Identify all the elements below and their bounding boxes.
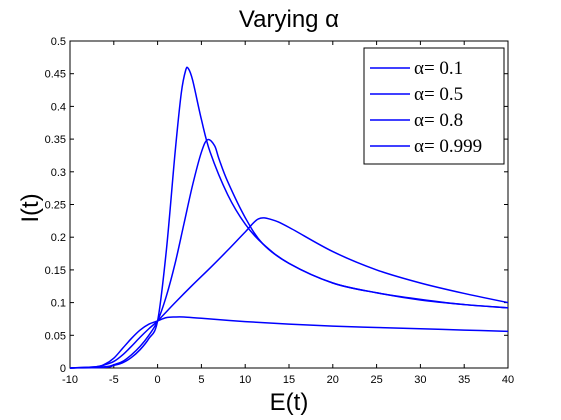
x-tick-label: -10 xyxy=(62,374,78,386)
x-tick-label: -5 xyxy=(109,374,119,386)
x-axis-label: E(t) xyxy=(270,389,309,416)
series-line-4 xyxy=(69,66,509,369)
legend-label-4: α= 0.999 xyxy=(414,136,482,157)
x-tick-label: 10 xyxy=(239,374,251,386)
series-line-2 xyxy=(69,217,509,369)
legend-label-2: α= 0.5 xyxy=(414,84,463,105)
y-axis-label: I(t) xyxy=(17,193,44,222)
y-tick-label: 0.45 xyxy=(45,69,66,81)
y-tick-label: 0.3 xyxy=(51,167,66,179)
x-tick-label: 25 xyxy=(370,374,382,386)
series-lines xyxy=(69,66,509,369)
chart-title: Varying α xyxy=(239,6,339,33)
y-tick-label: 0 xyxy=(60,363,66,375)
series-line-1 xyxy=(69,316,509,369)
legend-label-3: α= 0.8 xyxy=(414,110,463,131)
x-tick-label: 0 xyxy=(155,374,161,386)
x-tick-label: 20 xyxy=(327,374,339,386)
x-tick-label: 5 xyxy=(198,374,204,386)
x-tick-label: 15 xyxy=(283,374,295,386)
y-tick-label: 0.5 xyxy=(51,36,66,48)
y-tick-label: 0.35 xyxy=(45,134,66,146)
y-tick-label: 0.2 xyxy=(51,232,66,244)
y-tick-label: 0.25 xyxy=(45,200,66,212)
legend: α= 0.1 α= 0.5 α= 0.8 α= 0.999 xyxy=(363,47,505,165)
x-tick-label: 40 xyxy=(502,374,514,386)
axis-ticks: -10 -5 0 5 10 15 20 25 30 35 40 0 0.05 0.1 0.15 0.2 0.25… xyxy=(45,36,515,386)
x-tick-label: 30 xyxy=(414,374,426,386)
x-tick-label: 35 xyxy=(458,374,470,386)
y-tick-label: 0.4 xyxy=(51,101,66,113)
legend-label-1: α= 0.1 xyxy=(414,58,463,79)
y-tick-label: 0.15 xyxy=(45,265,66,277)
y-tick-label: 0.1 xyxy=(51,298,66,310)
y-tick-label: 0.05 xyxy=(45,330,66,342)
